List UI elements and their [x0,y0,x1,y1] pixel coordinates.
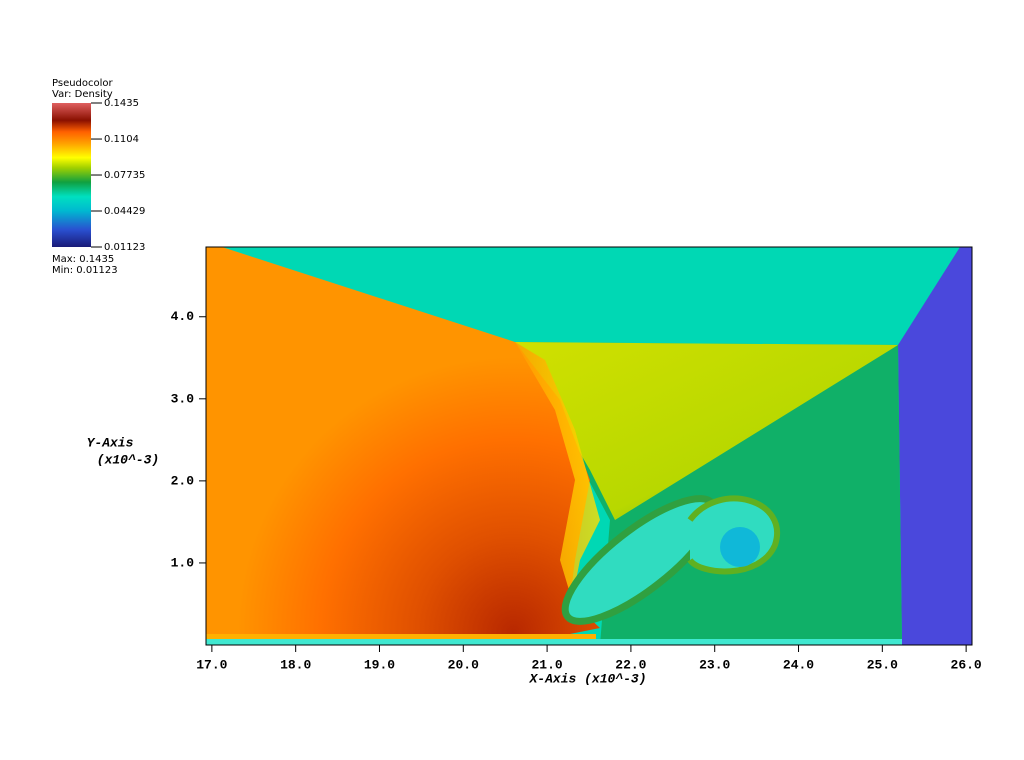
colorbar-tick-label: 0.1104 [104,134,139,145]
x-tick-label: 23.0 [699,657,730,672]
x-axis-title: X-Axis (x10^-3) [528,671,646,686]
min-text: Min: 0.01123 [52,265,118,276]
field [206,247,972,645]
legend-title: Pseudocolor [52,78,114,89]
y-axis-unit: (x10^-3) [97,452,159,467]
y-tick-label: 1.0 [171,555,195,570]
y-tick-label: 2.0 [171,473,195,488]
colorbar-tick-label: 0.07735 [104,170,145,181]
y-tick-label: 3.0 [171,391,195,406]
colorbar [52,103,91,247]
max-text: Max: 0.1435 [52,254,114,265]
x-tick-label: 17.0 [196,657,227,672]
x-tick-label: 19.0 [364,657,395,672]
y-axis-title: Y-Axis [87,435,134,450]
plot-frame [205,246,973,646]
x-tick-label: 21.0 [531,657,562,672]
x-tick-label: 22.0 [615,657,646,672]
legend-variable: Var: Density [52,89,113,100]
x-tick-label: 20.0 [448,657,479,672]
colorbar-tick-label: 0.01123 [104,242,145,253]
x-tick-label: 18.0 [280,657,311,672]
x-tick-label: 25.0 [867,657,898,672]
colorbar-tick-label: 0.04429 [104,206,145,217]
y-tick-label: 4.0 [171,309,195,324]
x-tick-label: 24.0 [783,657,814,672]
colorbar-tick-label: 0.1435 [104,98,139,109]
x-tick-label: 26.0 [951,657,982,672]
